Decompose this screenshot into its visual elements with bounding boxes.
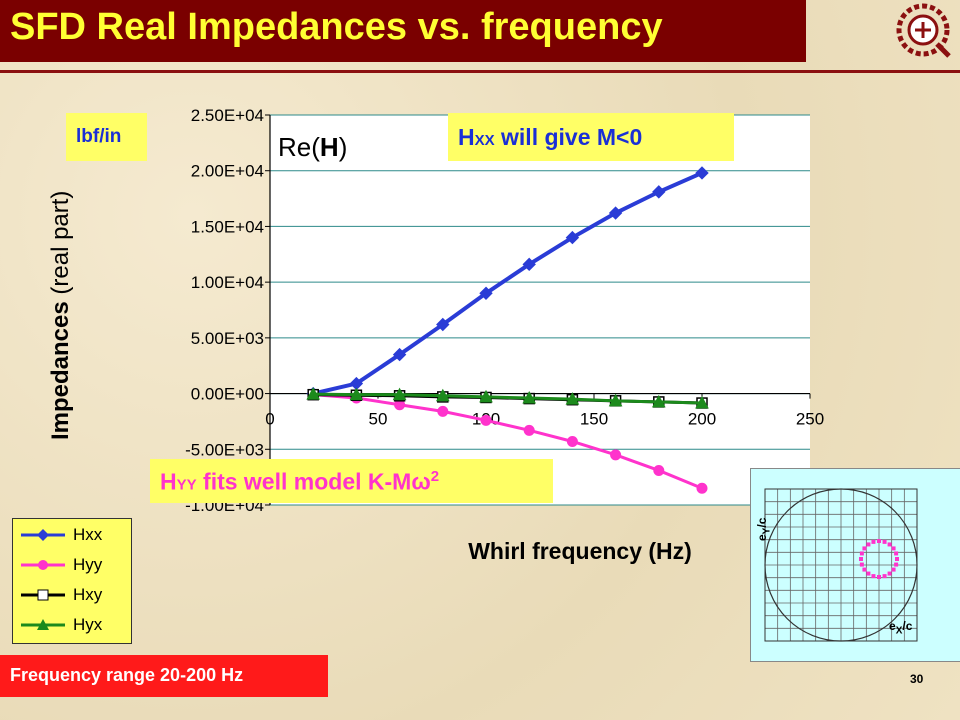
chart-legend: Hxx Hyy Hxy Hyx	[12, 518, 132, 644]
legend-label: Hyy	[73, 555, 103, 574]
orbit-point	[862, 567, 867, 572]
hyy-annotation-box: HYY fits well model K-Mω2	[150, 459, 553, 503]
plot-area	[270, 115, 810, 505]
orbit-point	[891, 567, 896, 572]
data-point-hyy	[653, 464, 665, 476]
title-divider	[0, 70, 960, 73]
data-point-hyx	[651, 394, 666, 408]
legend-item-hxx: Hxx	[13, 521, 131, 551]
data-point-hyx	[392, 387, 407, 401]
orbit-point	[866, 542, 871, 547]
data-point-hyy	[480, 414, 492, 426]
data-point-hyx	[306, 387, 321, 400]
x-tick-label: 200	[688, 410, 716, 429]
orbit-point	[882, 539, 887, 544]
legend-swatch-hxx	[21, 529, 65, 541]
data-point-hyx	[695, 395, 709, 409]
orbit-point	[862, 546, 867, 551]
page-number: 30	[910, 672, 924, 686]
data-point-hyx	[608, 393, 623, 407]
y-tick-label: 5.00E+03	[191, 329, 264, 348]
orbit-plot	[764, 488, 918, 642]
data-point-hxx	[392, 347, 407, 362]
units-label: lbf/in	[76, 126, 122, 147]
orbit-point	[871, 574, 876, 579]
y-tick-label: 2.00E+04	[191, 162, 264, 181]
orbit-point	[894, 551, 899, 556]
y-tick-label: 1.50E+04	[191, 217, 264, 236]
inset-x-label: eX/c	[889, 619, 913, 637]
series-line-hyy	[313, 393, 703, 490]
data-point-hyx	[565, 392, 580, 405]
orbit-point	[877, 539, 881, 543]
legend-label: Hxx	[73, 525, 103, 544]
orbit-point	[859, 557, 863, 561]
data-point-hxx	[695, 166, 709, 180]
x-axis-title: Whirl frequency (Hz)	[468, 538, 692, 564]
data-point-hyy	[610, 449, 622, 461]
slide-title: SFD Real Impedances vs. frequency	[10, 6, 663, 48]
clearance-circle	[764, 488, 918, 642]
data-point-hyy	[566, 435, 578, 447]
y-tick-label: 2.50E+04	[191, 106, 264, 125]
series-line-hxx	[312, 171, 703, 396]
lab-logo-icon	[896, 3, 951, 58]
legend-swatch-hxy	[21, 589, 65, 601]
x-tick-label: 250	[796, 410, 824, 429]
data-point-hxx	[608, 206, 623, 220]
data-point-hyx	[522, 390, 537, 404]
orbit-point	[859, 551, 864, 556]
legend-swatch-hyx	[21, 619, 65, 630]
hyy-annotation: HYY fits well model K-Mω2	[160, 468, 440, 495]
legend-swatch-hyy	[21, 560, 65, 570]
legend-label: Hxy	[73, 585, 103, 604]
data-point-hyy	[696, 482, 708, 494]
hxx-annotation: HXX will give M<0	[458, 124, 643, 150]
data-point-hxx	[479, 286, 493, 300]
orbit-inset: eY/c eX/c	[750, 468, 960, 662]
orbit-point	[866, 571, 871, 576]
data-point-hyy	[437, 405, 449, 417]
y-tick-label: 1.00E+04	[191, 273, 264, 292]
orbit-point	[871, 539, 876, 544]
re-h-label: Re(H)	[278, 132, 348, 162]
y-axis-title: Impedances (real part)	[47, 191, 74, 440]
frequency-range-box: Frequency range 20-200 Hz	[0, 655, 328, 697]
series-line-hyx	[313, 392, 703, 405]
x-tick-label: 0	[265, 410, 274, 429]
orbit-point	[859, 562, 864, 567]
data-point-hyx	[435, 388, 450, 402]
frequency-range-label: Frequency range 20-200 Hz	[10, 665, 244, 685]
legend-item-hxy: Hxy	[13, 581, 131, 611]
data-point-hyy	[523, 424, 535, 436]
data-point-hxx	[436, 317, 450, 332]
orbit-point	[891, 546, 896, 551]
y-tick-label: -5.00E+03	[185, 440, 264, 459]
data-point-hxx	[565, 230, 580, 245]
data-point-hyx	[479, 389, 493, 403]
data-point-hxx	[652, 185, 666, 199]
x-tick-label: 150	[580, 410, 608, 429]
orbit-point	[882, 574, 887, 579]
orbit-point	[895, 557, 899, 561]
legend-item-hyy: Hyy	[13, 551, 131, 581]
y-tick-label: 0.00E+00	[191, 385, 264, 404]
orbit-point	[894, 562, 899, 567]
hxx-annotation-box: HXX will give M<0	[448, 113, 734, 161]
x-tick-label: 50	[369, 410, 388, 429]
orbit-point	[887, 542, 892, 547]
units-box: lbf/in	[66, 113, 147, 161]
orbit-point	[877, 575, 881, 579]
inset-y-label: eY/c	[755, 517, 773, 541]
data-point-hxx	[522, 257, 536, 272]
title-bar: SFD Real Impedances vs. frequency	[0, 0, 806, 62]
re-h-box: Re(H)	[272, 126, 362, 168]
orbit-point	[887, 571, 892, 576]
legend-item-hyx: Hyx	[13, 611, 131, 641]
data-point-hyx	[349, 387, 364, 401]
legend-label: Hyx	[73, 615, 103, 634]
